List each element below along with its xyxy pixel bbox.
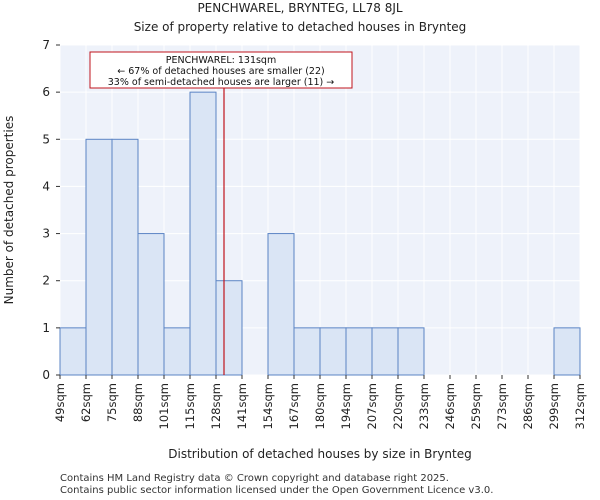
x-tick-label: 233sqm (417, 383, 431, 429)
x-tick-label: 128sqm (209, 383, 223, 429)
y-tick-label: 5 (42, 132, 50, 146)
bar-128sqm (215, 280, 243, 376)
footer-copyright: Contains HM Land Registry data © Crown c… (60, 473, 449, 484)
x-tick-label: 286sqm (521, 383, 535, 429)
annotation-box: PENCHWAREL: 131sqm ← 67% of detached hou… (89, 51, 353, 89)
x-tick-label: 312sqm (573, 383, 587, 429)
y-tick-label: 0 (42, 368, 50, 382)
x-tick-label: 299sqm (547, 383, 561, 429)
bar-167sqm (293, 327, 321, 376)
y-tick-label: 1 (42, 321, 50, 335)
bar-220sqm (397, 327, 425, 376)
bar-75sqm (111, 138, 139, 376)
bar-299sqm (553, 327, 581, 376)
x-axis-ticks: 49sqm 62sqm 75sqm 88sqm 101sqm 115sqm 128sqm 14… (53, 375, 587, 429)
bar-194sqm (345, 327, 373, 376)
bar-154sqm (267, 233, 295, 376)
y-tick-label: 3 (42, 227, 50, 241)
bar-101sqm (163, 327, 191, 376)
chart-title: Size of property relative to detached ho… (133, 20, 467, 34)
histogram-chart: PENCHWAREL: 131sqm ← 67% of detached hou… (2, 38, 587, 461)
x-tick-label: 207sqm (365, 383, 379, 429)
annotation-line-1: PENCHWAREL: 131sqm (166, 55, 276, 66)
bar-180sqm (319, 327, 347, 376)
gridlines (59, 44, 581, 376)
annotation-line-3: 33% of semi-detached houses are larger (… (108, 77, 335, 88)
x-tick-label: 115sqm (183, 383, 197, 429)
x-axis-label: Distribution of detached houses by size … (168, 447, 471, 461)
annotation-border (89, 51, 353, 89)
chart-title-address: PENCHWAREL, BRYNTEG, LL78 8JL (197, 1, 403, 15)
x-tick-label: 246sqm (443, 383, 457, 429)
y-tick-label: 6 (42, 85, 50, 99)
x-tick-label: 273sqm (495, 383, 509, 429)
bar-88sqm (137, 233, 165, 376)
bar-62sqm (85, 138, 113, 376)
x-tick-label: 180sqm (313, 383, 327, 429)
bar-115sqm (189, 91, 217, 376)
y-tick-label: 4 (42, 179, 50, 193)
x-tick-label: 220sqm (391, 383, 405, 429)
bar-49sqm (59, 327, 87, 376)
x-tick-label: 167sqm (287, 383, 301, 429)
x-tick-label: 62sqm (79, 383, 93, 422)
y-axis-label: Number of detached properties (2, 116, 16, 305)
x-tick-label: 101sqm (157, 383, 171, 429)
y-axis-ticks: 0 1 2 3 4 5 6 7 (42, 38, 60, 382)
x-tick-label: 49sqm (53, 383, 67, 422)
bars (59, 91, 581, 376)
x-tick-label: 141sqm (235, 383, 249, 429)
x-tick-label: 75sqm (105, 383, 119, 422)
y-tick-label: 7 (42, 38, 50, 52)
annotation-line-2: ← 67% of detached houses are smaller (22… (117, 66, 324, 77)
x-tick-label: 194sqm (339, 383, 353, 429)
bar-207sqm (371, 327, 399, 376)
y-tick-label: 2 (42, 274, 50, 288)
x-tick-label: 259sqm (469, 383, 483, 429)
footer-licence: Contains public sector information licen… (60, 485, 494, 496)
x-tick-label: 88sqm (131, 383, 145, 422)
x-tick-label: 154sqm (261, 383, 275, 429)
